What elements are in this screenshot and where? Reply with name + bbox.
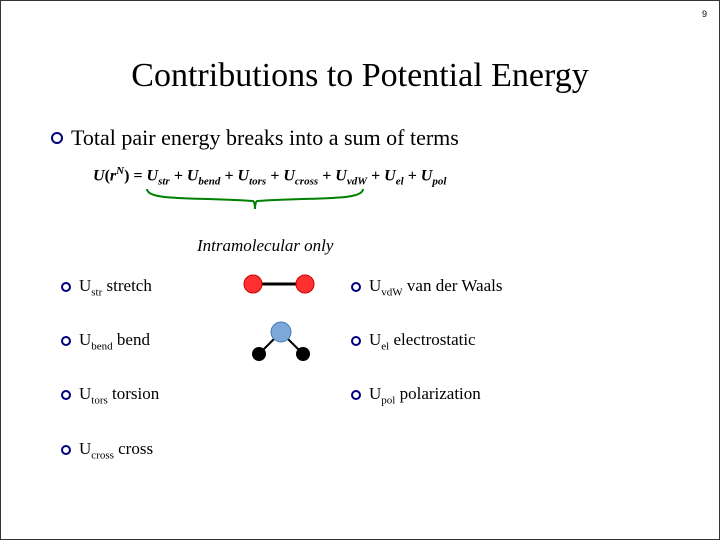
term-label: Uel electrostatic [369, 330, 476, 352]
terms-grid: Ustr stretch UvdW van der Waals Ubend be… [61, 276, 719, 462]
term-vdw: UvdW van der Waals [351, 276, 681, 298]
term-cross: Ucross cross [61, 439, 351, 461]
bullet-icon [61, 390, 71, 400]
term-bend: Ubend bend [61, 330, 351, 352]
bullet-icon [61, 445, 71, 455]
term-tors: Utors torsion [61, 384, 351, 406]
term-label: Ucross cross [79, 439, 153, 461]
term-label: Ustr stretch [79, 276, 152, 298]
bullet-icon [351, 336, 361, 346]
page-number: 9 [702, 9, 707, 19]
term-el: Uel electrostatic [351, 330, 681, 352]
equation-region: U(rN) = Ustr + Ubend + Utors + Ucross + … [93, 165, 523, 188]
stretch-diagram-icon [241, 270, 321, 298]
term-label: Upol polarization [369, 384, 481, 406]
term-label: UvdW van der Waals [369, 276, 502, 298]
term-label: Ubend bend [79, 330, 150, 352]
intro-line: Total pair energy breaks into a sum of t… [51, 125, 719, 151]
term-stretch: Ustr stretch [61, 276, 351, 298]
brace-icon [145, 187, 365, 217]
term-label: Utors torsion [79, 384, 159, 406]
brace-label: Intramolecular only [197, 236, 719, 256]
bend-diagram-icon [241, 318, 321, 362]
equation: U(rN) = Ustr + Ubend + Utors + Ucross + … [93, 165, 523, 188]
bullet-icon [61, 336, 71, 346]
bullet-icon [351, 390, 361, 400]
term-pol: Upol polarization [351, 384, 681, 406]
bullet-icon [51, 132, 63, 144]
bullet-icon [351, 282, 361, 292]
bullet-icon [61, 282, 71, 292]
intro-text: Total pair energy breaks into a sum of t… [71, 125, 459, 151]
slide-title: Contributions to Potential Energy [1, 57, 719, 95]
